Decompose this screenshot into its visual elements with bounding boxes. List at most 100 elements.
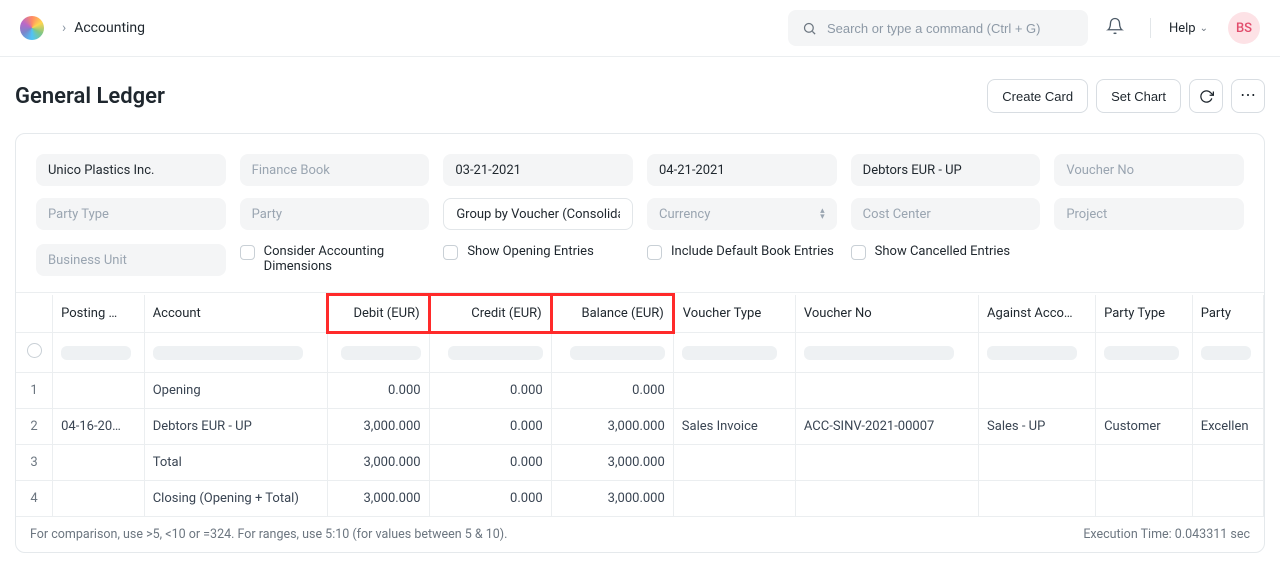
cell-against — [979, 373, 1096, 409]
col-voucher-type[interactable]: Voucher Type — [673, 295, 795, 333]
app-logo[interactable] — [20, 16, 44, 40]
breadcrumb-chevron-icon: › — [62, 20, 66, 36]
cell-party-type — [1096, 373, 1193, 409]
cell-credit: 0.000 — [429, 481, 551, 517]
cell-voucher-type — [673, 481, 795, 517]
filter-currency[interactable]: Currency ▴▾ — [647, 198, 837, 230]
filter-group-by[interactable]: Group by Voucher (Consolidated) — [443, 198, 633, 230]
filter-business-unit[interactable]: Business Unit — [36, 244, 226, 276]
check-label: Show Cancelled Entries — [875, 244, 1010, 259]
cell-posting — [53, 481, 145, 517]
col-debit[interactable]: Debit (EUR) — [327, 295, 429, 333]
cell-voucher-no — [795, 373, 978, 409]
cell-balance: 3,000.000 — [551, 445, 673, 481]
col-against[interactable]: Against Acco… — [979, 295, 1096, 333]
cell-posting — [53, 373, 145, 409]
cell-against — [979, 481, 1096, 517]
filter-cost-center[interactable]: Cost Center — [851, 198, 1041, 230]
cell-account: Debtors EUR - UP — [144, 409, 327, 445]
global-search[interactable] — [788, 10, 1088, 46]
table-row[interactable]: 204-16-20…Debtors EUR - UP3,000.0000.000… — [16, 409, 1264, 445]
select-caret-icon: ▴▾ — [820, 208, 825, 220]
cell-credit: 0.000 — [429, 445, 551, 481]
refresh-icon — [1199, 89, 1214, 104]
cell-party-type: Customer — [1096, 409, 1193, 445]
cell-voucher-no: ACC-SINV-2021-00007 — [795, 409, 978, 445]
filter-voucher-no[interactable]: Voucher No — [1054, 154, 1244, 186]
help-menu[interactable]: Help ⌄ — [1169, 21, 1208, 36]
divider — [1150, 18, 1151, 38]
search-icon — [802, 21, 817, 36]
execution-time: Execution Time: 0.043311 sec — [1083, 527, 1250, 542]
cell-posting: 04-16-20… — [53, 409, 145, 445]
footer-hint: For comparison, use >5, <10 or =324. For… — [30, 527, 507, 542]
help-label: Help — [1169, 21, 1196, 36]
filter-from-date[interactable]: 03-21-2021 — [443, 154, 633, 186]
ellipsis-icon: ⋯ — [1240, 88, 1256, 104]
check-label: Consider Accounting Dimensions — [264, 244, 430, 274]
set-chart-button[interactable]: Set Chart — [1096, 79, 1181, 113]
more-button[interactable]: ⋯ — [1231, 79, 1265, 113]
breadcrumb-module[interactable]: Accounting — [74, 20, 145, 36]
check-opening-entries[interactable]: Show Opening Entries — [443, 244, 633, 260]
cell-voucher-type — [673, 373, 795, 409]
check-cancelled-entries[interactable]: Show Cancelled Entries — [851, 244, 1041, 260]
cell-party — [1192, 445, 1263, 481]
col-account[interactable]: Account — [144, 295, 327, 333]
cell-against — [979, 445, 1096, 481]
filter-company[interactable]: Unico Plastics Inc. — [36, 154, 226, 186]
refresh-button[interactable] — [1189, 79, 1223, 113]
filter-finance-book[interactable]: Finance Book — [240, 154, 430, 186]
cell-party — [1192, 373, 1263, 409]
col-party-type[interactable]: Party Type — [1096, 295, 1193, 333]
cell-voucher-no — [795, 481, 978, 517]
cell-account: Total — [144, 445, 327, 481]
table-row[interactable]: 3Total3,000.0000.0003,000.000 — [16, 445, 1264, 481]
topbar: › Accounting Help ⌄ BS — [0, 0, 1280, 57]
avatar[interactable]: BS — [1228, 12, 1260, 44]
col-voucher-no[interactable]: Voucher No — [795, 295, 978, 333]
cell-debit: 3,000.000 — [327, 409, 429, 445]
check-label: Include Default Book Entries — [671, 244, 834, 259]
create-card-button[interactable]: Create Card — [987, 79, 1088, 113]
cell-balance: 3,000.000 — [551, 409, 673, 445]
col-posting[interactable]: Posting … — [53, 295, 145, 333]
page-title: General Ledger — [15, 84, 165, 109]
cell-index: 4 — [16, 481, 53, 517]
filter-party[interactable]: Party — [240, 198, 430, 230]
cell-debit: 3,000.000 — [327, 445, 429, 481]
col-credit[interactable]: Credit (EUR) — [429, 295, 551, 333]
col-balance[interactable]: Balance (EUR) — [551, 295, 673, 333]
cell-party — [1192, 481, 1263, 517]
checkbox-icon — [647, 245, 662, 260]
global-search-input[interactable] — [827, 21, 1074, 36]
col-party[interactable]: Party — [1192, 295, 1263, 333]
cell-party-type — [1096, 481, 1193, 517]
notifications-icon[interactable] — [1106, 17, 1124, 39]
cell-account: Closing (Opening + Total) — [144, 481, 327, 517]
filter-account[interactable]: Debtors EUR - UP — [851, 154, 1041, 186]
col-index — [16, 295, 53, 333]
cell-debit: 3,000.000 — [327, 481, 429, 517]
filter-currency-placeholder: Currency — [659, 207, 710, 222]
table-header-row: Posting … Account Debit (EUR) Credit (EU… — [16, 295, 1264, 333]
check-row: Business Unit Consider Accounting Dimens… — [16, 240, 1264, 292]
chevron-down-icon: ⌄ — [1200, 23, 1208, 34]
check-label: Show Opening Entries — [467, 244, 593, 259]
cell-credit: 0.000 — [429, 373, 551, 409]
filter-group-by-value: Group by Voucher (Consolidated) — [456, 207, 620, 222]
cell-index: 1 — [16, 373, 53, 409]
table-row[interactable]: 1Opening0.0000.0000.000 — [16, 373, 1264, 409]
cell-account: Opening — [144, 373, 327, 409]
filter-project[interactable]: Project — [1054, 198, 1244, 230]
cell-party-type — [1096, 445, 1193, 481]
cell-voucher-type: Sales Invoice — [673, 409, 795, 445]
filter-party-type[interactable]: Party Type — [36, 198, 226, 230]
cell-voucher-no — [795, 445, 978, 481]
table-footer: For comparison, use >5, <10 or =324. For… — [16, 517, 1264, 552]
report-card: Unico Plastics Inc. Finance Book 03-21-2… — [15, 133, 1265, 553]
filter-to-date[interactable]: 04-21-2021 — [647, 154, 837, 186]
check-default-book[interactable]: Include Default Book Entries — [647, 244, 837, 260]
check-accounting-dimensions[interactable]: Consider Accounting Dimensions — [240, 244, 430, 274]
table-row[interactable]: 4 Closing (Opening + Total)3,000.0000.000… — [16, 481, 1264, 517]
